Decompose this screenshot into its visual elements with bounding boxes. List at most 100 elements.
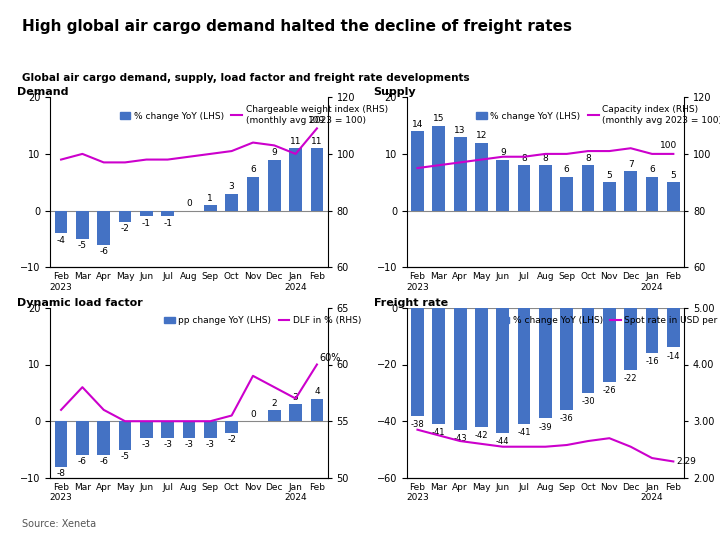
Bar bbox=[667, 308, 680, 348]
Text: 6: 6 bbox=[649, 165, 655, 174]
Bar bbox=[624, 171, 637, 211]
Text: Supply: Supply bbox=[374, 87, 416, 97]
Bar bbox=[246, 177, 259, 211]
Text: Source: Xeneta: Source: Xeneta bbox=[22, 519, 96, 529]
Legend: % change YoY (LHS), Spot rate in USD per kg (RHS): % change YoY (LHS), Spot rate in USD per… bbox=[495, 312, 720, 328]
Bar bbox=[433, 308, 445, 424]
Text: 6: 6 bbox=[564, 165, 570, 174]
Bar bbox=[582, 308, 595, 393]
Bar bbox=[646, 308, 658, 353]
Bar bbox=[161, 211, 174, 217]
Text: High global air cargo demand halted the decline of freight rates: High global air cargo demand halted the … bbox=[22, 19, 572, 34]
Bar bbox=[76, 421, 89, 455]
Bar bbox=[518, 308, 531, 424]
Text: 0: 0 bbox=[186, 199, 192, 208]
Text: Global air cargo demand, supply, load factor and freight rate developments: Global air cargo demand, supply, load fa… bbox=[22, 73, 469, 83]
Text: -16: -16 bbox=[645, 357, 659, 367]
Text: -8: -8 bbox=[57, 469, 66, 478]
Text: -38: -38 bbox=[410, 420, 424, 429]
Text: -26: -26 bbox=[603, 386, 616, 395]
Text: 1: 1 bbox=[207, 194, 213, 202]
Text: 6: 6 bbox=[250, 165, 256, 174]
Text: -5: -5 bbox=[120, 452, 130, 461]
Text: -2: -2 bbox=[120, 224, 130, 233]
Text: -43: -43 bbox=[454, 434, 467, 443]
Text: Dynamic load factor: Dynamic load factor bbox=[17, 298, 143, 308]
Bar bbox=[667, 183, 680, 211]
Text: 3: 3 bbox=[293, 393, 299, 402]
Bar bbox=[496, 308, 509, 433]
Text: -22: -22 bbox=[624, 374, 637, 383]
Bar bbox=[603, 183, 616, 211]
Bar bbox=[204, 421, 217, 438]
Bar bbox=[140, 421, 153, 438]
Bar bbox=[289, 148, 302, 211]
Text: 7: 7 bbox=[628, 160, 634, 168]
Text: 3: 3 bbox=[229, 183, 235, 191]
Bar bbox=[204, 205, 217, 211]
Text: 11: 11 bbox=[311, 137, 323, 146]
Bar bbox=[518, 165, 531, 211]
Bar bbox=[646, 177, 658, 211]
Text: Demand: Demand bbox=[17, 87, 68, 97]
Text: -41: -41 bbox=[432, 428, 446, 437]
Bar bbox=[161, 421, 174, 438]
Text: -36: -36 bbox=[560, 414, 574, 423]
Text: 2.29: 2.29 bbox=[677, 457, 696, 466]
Bar bbox=[411, 131, 424, 211]
Text: -3: -3 bbox=[142, 441, 151, 449]
Text: 2: 2 bbox=[271, 399, 277, 408]
Text: -4: -4 bbox=[57, 235, 66, 245]
Text: 109: 109 bbox=[308, 116, 325, 125]
Text: 8: 8 bbox=[521, 154, 527, 163]
Bar bbox=[310, 399, 323, 421]
Bar bbox=[289, 404, 302, 421]
Text: 14: 14 bbox=[412, 120, 423, 129]
Bar bbox=[560, 177, 573, 211]
Bar bbox=[268, 160, 281, 211]
Text: 13: 13 bbox=[454, 126, 466, 134]
Bar bbox=[433, 126, 445, 211]
Bar bbox=[539, 165, 552, 211]
Bar bbox=[55, 421, 68, 467]
Text: -1: -1 bbox=[142, 219, 151, 227]
Bar bbox=[603, 308, 616, 381]
Bar bbox=[183, 421, 195, 438]
Bar bbox=[624, 308, 637, 370]
Bar bbox=[454, 137, 467, 211]
Text: 0: 0 bbox=[250, 410, 256, 419]
Text: -42: -42 bbox=[474, 431, 488, 440]
Text: -3: -3 bbox=[163, 441, 172, 449]
Bar bbox=[140, 211, 153, 217]
Text: -3: -3 bbox=[184, 441, 194, 449]
Bar bbox=[55, 211, 68, 233]
Bar bbox=[475, 308, 488, 427]
Text: 5: 5 bbox=[670, 171, 676, 180]
Text: 15: 15 bbox=[433, 114, 444, 123]
Bar bbox=[97, 421, 110, 455]
Bar bbox=[496, 160, 509, 211]
Bar bbox=[560, 308, 573, 410]
Bar bbox=[310, 148, 323, 211]
Text: 60%: 60% bbox=[319, 353, 341, 363]
Text: 8: 8 bbox=[585, 154, 591, 163]
Text: 8: 8 bbox=[543, 154, 548, 163]
Text: -2: -2 bbox=[228, 435, 236, 444]
Bar bbox=[119, 421, 132, 449]
Bar bbox=[76, 211, 89, 239]
Bar bbox=[582, 165, 595, 211]
Bar bbox=[411, 308, 424, 416]
Bar bbox=[475, 143, 488, 211]
Bar bbox=[97, 211, 110, 245]
Text: Freight rate: Freight rate bbox=[374, 298, 448, 308]
Bar bbox=[268, 410, 281, 421]
Legend: pp change YoY (LHS), DLF in % (RHS): pp change YoY (LHS), DLF in % (RHS) bbox=[161, 312, 365, 328]
Bar bbox=[225, 421, 238, 433]
Text: -3: -3 bbox=[206, 441, 215, 449]
Text: -6: -6 bbox=[99, 247, 108, 256]
Bar bbox=[225, 194, 238, 211]
Text: -41: -41 bbox=[518, 428, 531, 437]
Text: -1: -1 bbox=[163, 219, 172, 227]
Text: -6: -6 bbox=[78, 457, 87, 467]
Bar bbox=[119, 211, 132, 222]
